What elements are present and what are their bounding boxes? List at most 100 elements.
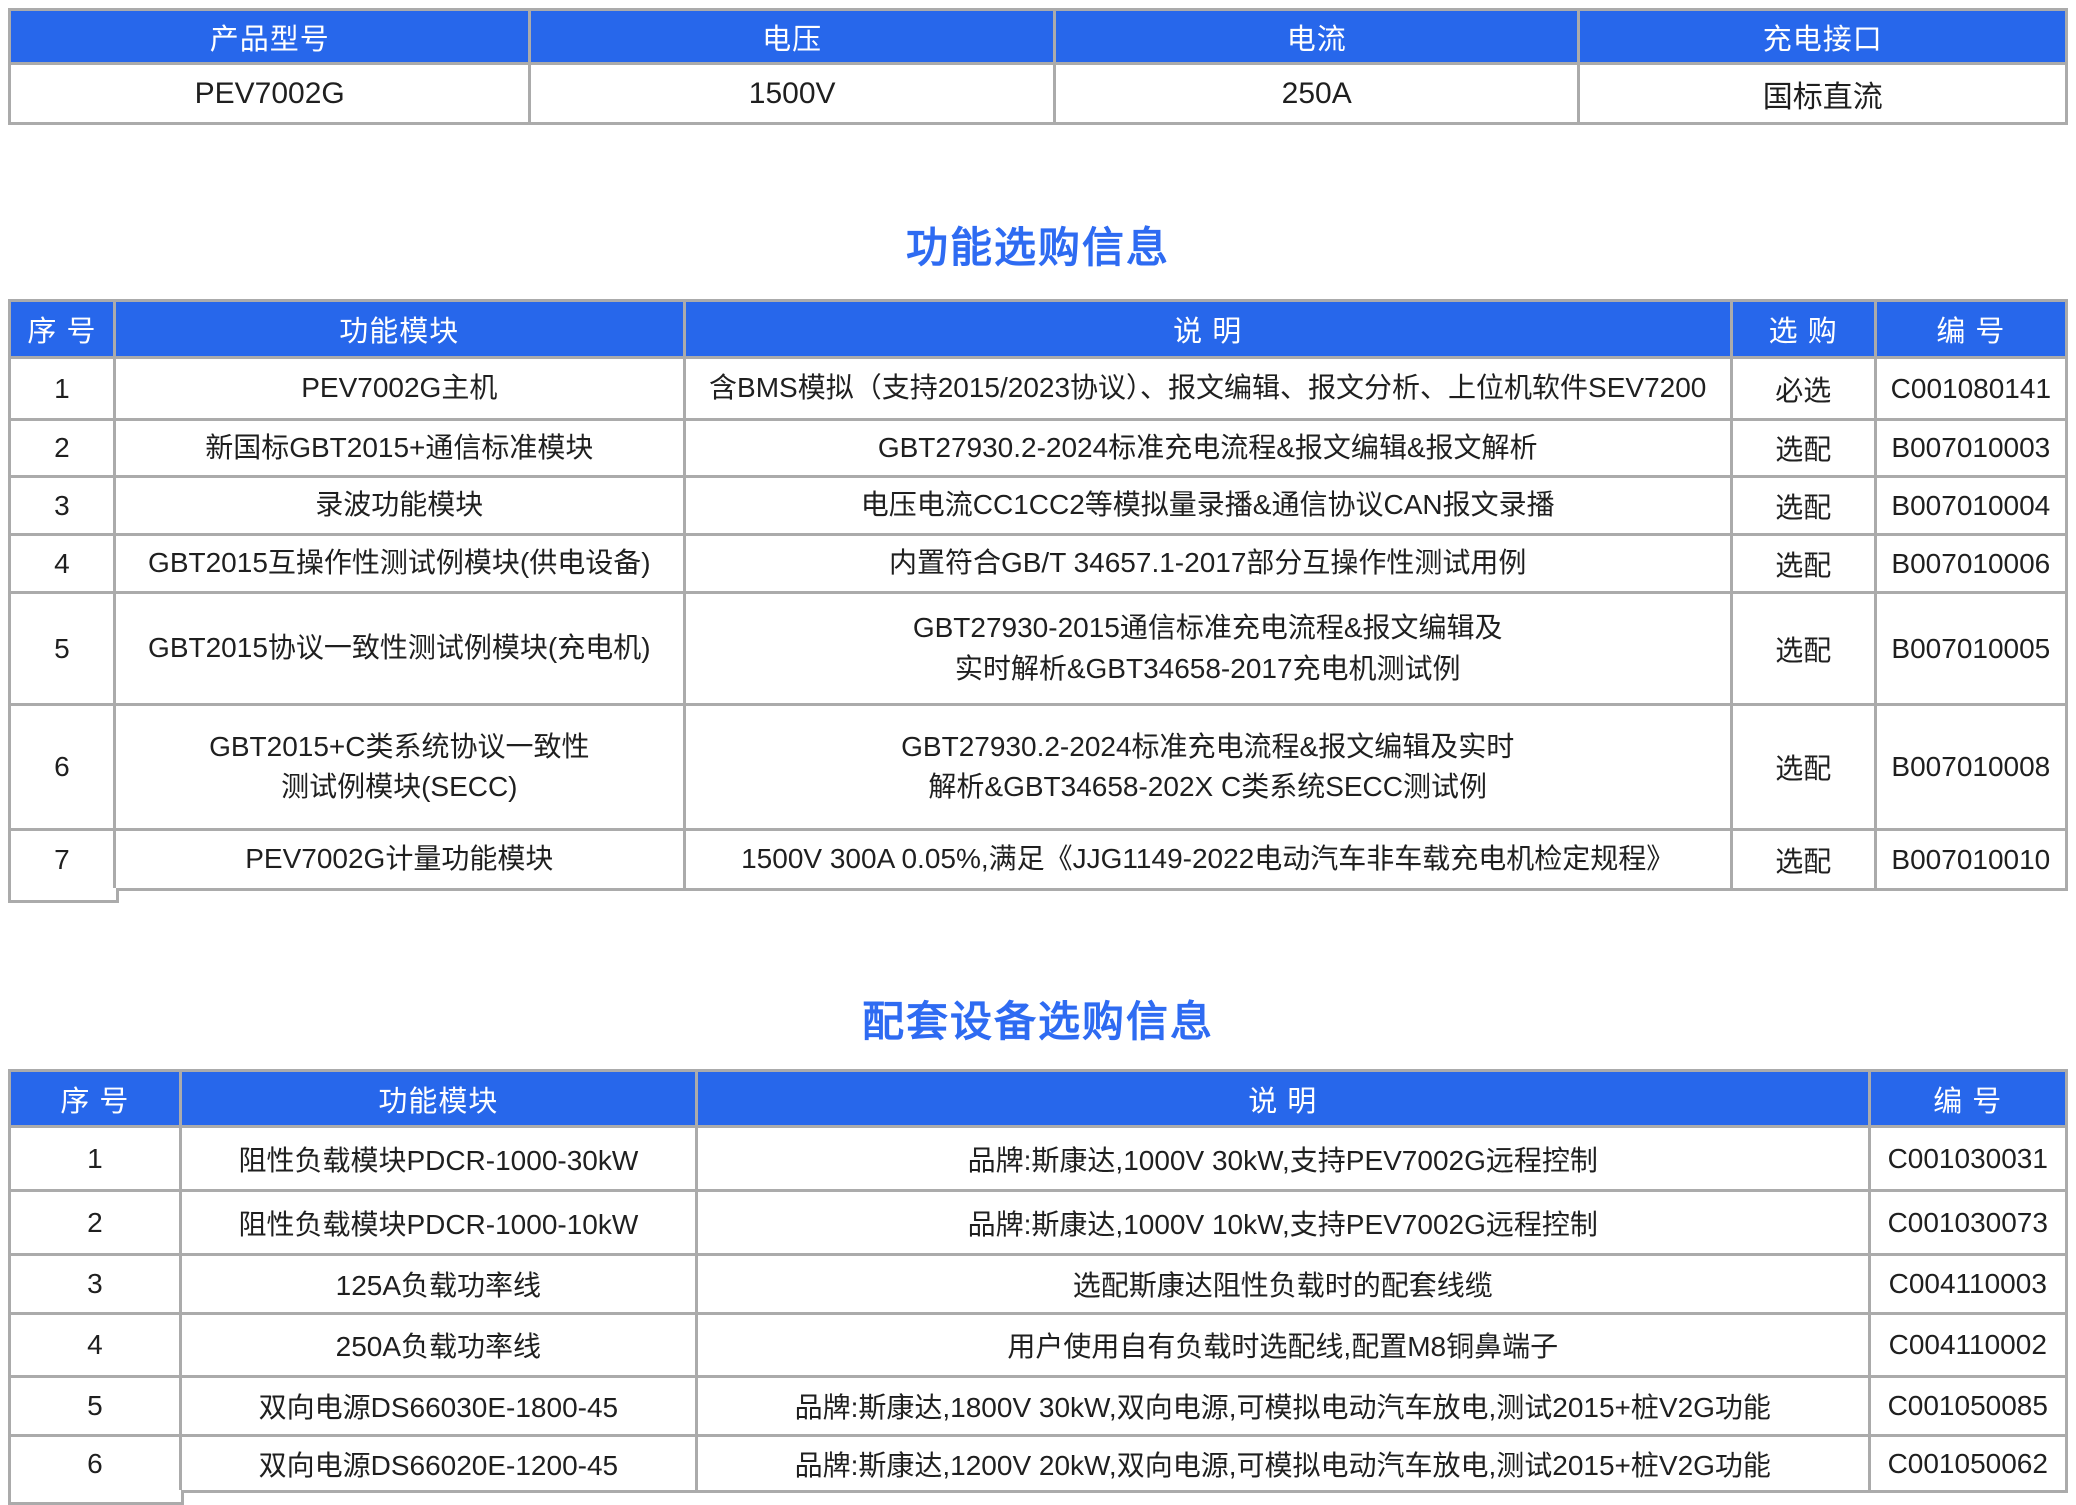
value-product-model: PEV7002G xyxy=(7,62,532,125)
cell-description: 用户使用自有负载时选配线,配置M8铜鼻端子 xyxy=(695,1312,1871,1379)
cell-line: 电压电流CC1CC2等模拟量录播&通信协议CAN报文录播 xyxy=(860,489,1555,521)
header-description: 说 明 xyxy=(682,299,1733,360)
function-options-table: 序 号 功能模块 说 明 选 购 编 号 1 PEV7002G主机 含BMS模拟… xyxy=(8,299,2069,892)
header-module: 功能模块 xyxy=(178,1069,699,1129)
cell-line: GBT27930-2015通信标准充电流程&报文编辑及 xyxy=(912,612,1503,644)
header-index: 序 号 xyxy=(8,1069,182,1129)
cell-line: 实时解析&GBT34658-2017充电机测试例 xyxy=(954,652,1461,684)
cell-module: GBT2015互操作性测试例模块(供电设备) xyxy=(112,533,686,595)
cell-description: 品牌:斯康达,1200V 20kW,双向电源,可模拟电动汽车放电,测试2015+… xyxy=(695,1434,1871,1494)
cell-option: 选配 xyxy=(1729,533,1877,595)
value-charge-interface: 国标直流 xyxy=(1577,62,2068,125)
cell-index: 6 xyxy=(8,703,116,832)
header-charge-interface: 充电接口 xyxy=(1577,8,2068,65)
table-row: 4 250A负载功率线 用户使用自有负载时选配线,配置M8铜鼻端子 C00411… xyxy=(8,1312,2069,1379)
cell-description: 品牌:斯康达,1000V 10kW,支持PEV7002G远程控制 xyxy=(695,1189,1871,1257)
cell-line: 内置符合GB/T 34657.1-2017部分互操作性测试用例 xyxy=(888,547,1527,579)
header-code: 编 号 xyxy=(1867,1069,2069,1129)
cell-module: PEV7002G主机 xyxy=(112,356,686,422)
cell-option: 选配 xyxy=(1729,418,1877,479)
cell-module: 125A负载功率线 xyxy=(178,1253,699,1316)
cell-line: PEV7002G计量功能模块 xyxy=(245,843,554,875)
table-edge-artifact xyxy=(8,888,119,904)
cell-line: 含BMS模拟（支持2015/2023协议）、报文编辑、报文分析、上位机软件SEV… xyxy=(709,372,1707,404)
header-index: 序 号 xyxy=(8,299,116,360)
header-voltage: 电压 xyxy=(528,8,1056,65)
table-edge-artifact xyxy=(8,1490,184,1505)
cell-option: 必选 xyxy=(1729,356,1877,422)
table-row: 3 录波功能模块 电压电流CC1CC2等模拟量录播&通信协议CAN报文录播 选配… xyxy=(8,475,2069,537)
cell-line: 解析&GBT34658-202X C类系统SECC测试例 xyxy=(928,771,1487,803)
cell-index: 3 xyxy=(8,475,116,537)
cell-index: 7 xyxy=(8,828,116,892)
cell-description: 电压电流CC1CC2等模拟量录播&通信协议CAN报文录播 xyxy=(682,475,1733,537)
cell-code: C001050085 xyxy=(1867,1375,2069,1438)
header-option: 选 购 xyxy=(1729,299,1877,360)
cell-index: 5 xyxy=(8,1375,182,1438)
header-code: 编 号 xyxy=(1873,299,2069,360)
header-product-model: 产品型号 xyxy=(7,8,532,65)
cell-code: C001050062 xyxy=(1867,1434,2069,1494)
cell-code: C004110002 xyxy=(1867,1312,2069,1379)
cell-code: C004110003 xyxy=(1867,1253,2069,1316)
value-current: 250A xyxy=(1052,62,1581,125)
cell-code: B007010006 xyxy=(1873,533,2069,595)
header-module: 功能模块 xyxy=(112,299,686,360)
cell-description: 选配斯康达阻性负载时的配套线缆 xyxy=(695,1253,1871,1316)
cell-module: PEV7002G计量功能模块 xyxy=(112,828,686,892)
cell-line: PEV7002G主机 xyxy=(301,372,498,404)
cell-index: 4 xyxy=(8,1312,182,1379)
cell-module: 双向电源DS66030E-1800-45 xyxy=(178,1375,699,1438)
cell-line: GBT27930.2-2024标准充电流程&报文编辑及实时 xyxy=(901,730,1515,762)
cell-index: 2 xyxy=(8,418,116,479)
table-row: 2 阻性负载模块PDCR-1000-10kW 品牌:斯康达,1000V 10kW… xyxy=(8,1189,2069,1257)
cell-line: 录波功能模块 xyxy=(315,489,484,521)
accessory-options-table: 序 号 功能模块 说 明 编 号 1 阻性负载模块PDCR-1000-30kW … xyxy=(8,1069,2069,1494)
cell-description: GBT27930.2-2024标准充电流程&报文编辑及实时 解析&GBT34658… xyxy=(682,703,1733,832)
product-spec-value-row: PEV7002G 1500V 250A 国标直流 xyxy=(7,62,2068,125)
table-row: 5 双向电源DS66030E-1800-45 品牌:斯康达,1800V 30kW… xyxy=(8,1375,2069,1438)
cell-description: GBT27930-2015通信标准充电流程&报文编辑及 实时解析&GBT34658… xyxy=(682,591,1733,707)
table-row: 7 PEV7002G计量功能模块 1500V 300A 0.05%,满足《JJG… xyxy=(8,828,2069,892)
value-voltage: 1500V xyxy=(528,62,1056,125)
cell-line: 1500V 300A 0.05%,满足《JJG1149-2022电动汽车非车载充… xyxy=(741,843,1675,875)
cell-index: 3 xyxy=(8,1253,182,1316)
cell-code: B007010003 xyxy=(1873,418,2069,479)
cell-module: 新国标GBT2015+通信标准模块 xyxy=(112,418,686,479)
cell-line: GBT2015+C类系统协议一致性 xyxy=(209,730,590,762)
cell-description: 品牌:斯康达,1800V 30kW,双向电源,可模拟电动汽车放电,测试2015+… xyxy=(695,1375,1871,1438)
cell-description: 内置符合GB/T 34657.1-2017部分互操作性测试用例 xyxy=(682,533,1733,595)
header-current: 电流 xyxy=(1052,8,1581,65)
cell-index: 4 xyxy=(8,533,116,595)
cell-module: 250A负载功率线 xyxy=(178,1312,699,1379)
table-row: 6 双向电源DS66020E-1200-45 品牌:斯康达,1200V 20kW… xyxy=(8,1434,2069,1494)
cell-description: 含BMS模拟（支持2015/2023协议）、报文编辑、报文分析、上位机软件SEV… xyxy=(682,356,1733,422)
cell-code: C001030073 xyxy=(1867,1189,2069,1257)
cell-code: B007010008 xyxy=(1873,703,2069,832)
cell-option: 选配 xyxy=(1729,475,1877,537)
function-table-header-row: 序 号 功能模块 说 明 选 购 编 号 xyxy=(8,299,2069,360)
header-description: 说 明 xyxy=(695,1069,1871,1129)
cell-option: 选配 xyxy=(1729,703,1877,832)
cell-line: 新国标GBT2015+通信标准模块 xyxy=(205,431,594,463)
cell-description: 1500V 300A 0.05%,满足《JJG1149-2022电动汽车非车载充… xyxy=(682,828,1733,892)
cell-code: B007010005 xyxy=(1873,591,2069,707)
cell-line: GBT2015互操作性测试例模块(供电设备) xyxy=(148,547,651,579)
cell-code: C001080141 xyxy=(1873,356,2069,422)
table-row: 1 阻性负载模块PDCR-1000-30kW 品牌:斯康达,1000V 30kW… xyxy=(8,1125,2069,1193)
cell-module: 录波功能模块 xyxy=(112,475,686,537)
cell-description: 品牌:斯康达,1000V 30kW,支持PEV7002G远程控制 xyxy=(695,1125,1871,1193)
cell-index: 2 xyxy=(8,1189,182,1257)
table-row: 2 新国标GBT2015+通信标准模块 GBT27930.2-2024标准充电流… xyxy=(8,418,2069,479)
cell-module: GBT2015+C类系统协议一致性 测试例模块(SECC) xyxy=(112,703,686,832)
product-spec-header-row: 产品型号 电压 电流 充电接口 xyxy=(7,8,2068,65)
cell-code: B007010010 xyxy=(1873,828,2069,892)
cell-module: 阻性负载模块PDCR-1000-30kW xyxy=(178,1125,699,1193)
cell-index: 1 xyxy=(8,1125,182,1193)
cell-module: GBT2015协议一致性测试例模块(充电机) xyxy=(112,591,686,707)
cell-module: 阻性负载模块PDCR-1000-10kW xyxy=(178,1189,699,1257)
table-row: 6 GBT2015+C类系统协议一致性 测试例模块(SECC) GBT27930.… xyxy=(8,703,2069,832)
table-row: 5 GBT2015协议一致性测试例模块(充电机) GBT27930-2015通信… xyxy=(8,591,2069,707)
table-row: 3 125A负载功率线 选配斯康达阻性负载时的配套线缆 C004110003 xyxy=(8,1253,2069,1316)
